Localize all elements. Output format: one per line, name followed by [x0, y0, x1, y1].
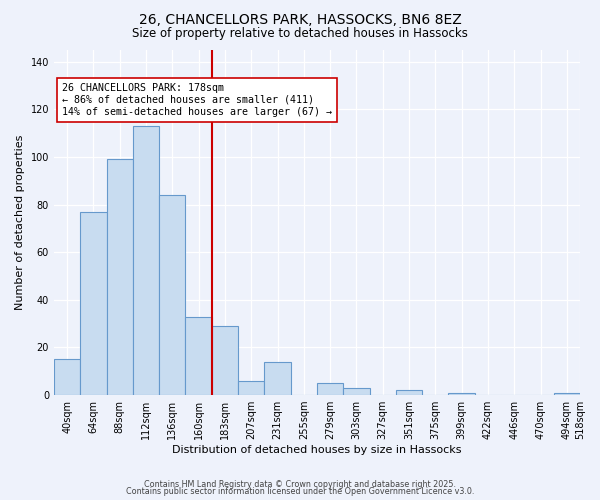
Text: 26 CHANCELLORS PARK: 178sqm
← 86% of detached houses are smaller (411)
14% of se: 26 CHANCELLORS PARK: 178sqm ← 86% of det… — [62, 84, 332, 116]
Bar — [448, 392, 475, 395]
Text: 26, CHANCELLORS PARK, HASSOCKS, BN6 8EZ: 26, CHANCELLORS PARK, HASSOCKS, BN6 8EZ — [139, 12, 461, 26]
Text: Contains public sector information licensed under the Open Government Licence v3: Contains public sector information licen… — [126, 487, 474, 496]
Bar — [265, 362, 290, 395]
Bar — [185, 316, 212, 395]
Text: Size of property relative to detached houses in Hassocks: Size of property relative to detached ho… — [132, 28, 468, 40]
Bar — [396, 390, 422, 395]
Bar — [317, 383, 343, 395]
Bar — [133, 126, 159, 395]
Bar — [54, 360, 80, 395]
X-axis label: Distribution of detached houses by size in Hassocks: Distribution of detached houses by size … — [172, 445, 462, 455]
Bar — [343, 388, 370, 395]
Bar — [159, 195, 185, 395]
Bar — [80, 212, 107, 395]
Bar — [238, 381, 265, 395]
Bar — [212, 326, 238, 395]
Bar — [554, 392, 580, 395]
Text: Contains HM Land Registry data © Crown copyright and database right 2025.: Contains HM Land Registry data © Crown c… — [144, 480, 456, 489]
Bar — [107, 160, 133, 395]
Y-axis label: Number of detached properties: Number of detached properties — [15, 135, 25, 310]
